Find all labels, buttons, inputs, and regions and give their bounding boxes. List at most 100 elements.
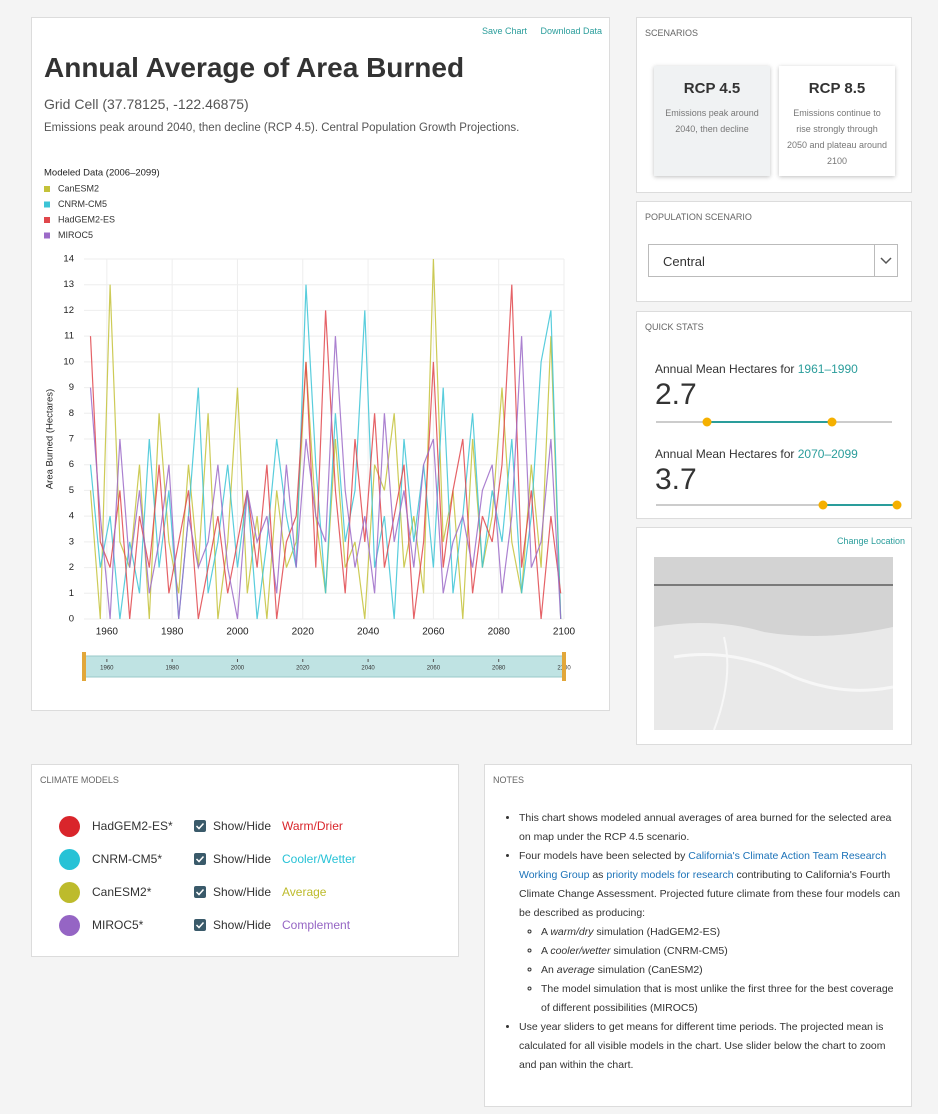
model-row: MIROC5* Show/Hide Complement — [32, 915, 452, 939]
brush-handle[interactable] — [82, 652, 86, 681]
scenarios-panel: SCENARIOS RCP 4.5 Emissions peak around … — [636, 17, 912, 193]
population-select[interactable]: Central — [648, 244, 898, 277]
text: Four models have been selected by — [519, 850, 688, 862]
sub-note: A cooler/wetter simulation (CNRM-CM5) — [541, 942, 901, 961]
y-tick-label: 12 — [63, 305, 74, 316]
scenario-desc: Emissions continue to rise strongly thro… — [785, 105, 889, 169]
year-slider[interactable] — [637, 495, 911, 515]
brush-tick-label: 1960 — [100, 666, 114, 672]
text: as — [589, 869, 606, 881]
series-line — [91, 285, 561, 619]
text: A — [541, 926, 550, 938]
quick-stats-panel: QUICK STATS Annual Mean Hectares for 196… — [636, 311, 912, 519]
x-tick-label: 2000 — [226, 627, 249, 638]
text: simulation (HadGEM2-ES) — [594, 926, 721, 938]
series-line — [91, 285, 561, 619]
page: Save Chart Download Data Annual Average … — [0, 0, 938, 1114]
text: A — [541, 945, 550, 957]
stat-period: 1961–1990 — [798, 362, 858, 376]
model-dot — [59, 816, 80, 837]
toggle-label[interactable]: Show/Hide — [213, 918, 271, 932]
arrow-icon — [875, 245, 897, 276]
population-panel: POPULATION SCENARIO Central — [636, 201, 912, 302]
checkbox[interactable] — [194, 919, 206, 931]
chart: Modeled Data (2006–2099)CanESM2CNRM-CM5H… — [32, 18, 609, 710]
checkbox[interactable] — [194, 820, 206, 832]
x-tick-label: 2040 — [357, 627, 380, 638]
checkbox[interactable] — [194, 853, 206, 865]
brush-tick-label: 2080 — [492, 666, 506, 672]
scenario-card[interactable]: RCP 4.5 Emissions peak around 2040, then… — [654, 66, 770, 176]
toggle-label[interactable]: Show/Hide — [213, 852, 271, 866]
legend-label: CanESM2 — [58, 183, 99, 193]
scenario-card[interactable]: RCP 8.5 Emissions continue to rise stron… — [779, 66, 895, 176]
y-tick-label: 1 — [69, 588, 74, 599]
model-desc: Complement — [282, 918, 350, 932]
stat-period: 2070–2099 — [798, 447, 858, 461]
sub-note: An average simulation (CanESM2) — [541, 961, 901, 980]
scenario-desc: Emissions peak around 2040, then decline — [660, 105, 764, 137]
panel-title: POPULATION SCENARIO — [645, 212, 752, 222]
scenario-name: RCP 4.5 — [654, 80, 770, 97]
legend-swatch — [44, 202, 50, 208]
x-tick-label: 1980 — [161, 627, 184, 638]
brush-tick-label: 2000 — [231, 666, 245, 672]
y-tick-label: 10 — [63, 356, 74, 367]
brush-tick-label: 1980 — [165, 666, 179, 672]
toggle-label[interactable]: Show/Hide — [213, 885, 271, 899]
model-row: CNRM-CM5*Show/HideCooler/Wetter — [32, 849, 452, 873]
series-line — [91, 336, 561, 619]
emphasis: average — [557, 964, 595, 976]
y-tick-label: 14 — [63, 254, 74, 265]
stat-label: Annual Mean Hectares for 1961–1990 — [655, 362, 858, 376]
brush-tick-label: 2040 — [361, 666, 375, 672]
text: An — [541, 964, 557, 976]
y-axis-label: Area Burned (Hectares) — [45, 389, 56, 489]
legend-label: MIROC5 — [58, 230, 93, 240]
panel-title: CLIMATE MODELS — [40, 775, 119, 785]
model-name: MIROC5* — [92, 918, 143, 932]
stat-label: Annual Mean Hectares for 2070–2099 — [655, 447, 858, 461]
chart-panel: Save Chart Download Data Annual Average … — [31, 17, 610, 711]
sub-note: A warm/dry simulation (HadGEM2-ES) — [541, 923, 901, 942]
model-dot — [59, 915, 80, 936]
stat-value: 3.7 — [655, 463, 697, 497]
legend-swatch — [44, 217, 50, 223]
select-value: Central — [663, 254, 705, 269]
map[interactable] — [654, 557, 893, 730]
stat-text: Annual Mean Hectares for — [655, 447, 794, 461]
year-slider[interactable] — [637, 412, 911, 432]
notes-body: This chart shows modeled annual averages… — [501, 809, 901, 1075]
checkbox[interactable] — [194, 886, 206, 898]
change-location[interactable]: Change Location — [837, 536, 905, 546]
x-tick-label: 1960 — [96, 627, 119, 638]
y-tick-label: 4 — [69, 511, 74, 522]
toggle-label[interactable]: Show/Hide — [213, 819, 271, 833]
x-tick-label: 2080 — [488, 627, 511, 638]
y-tick-label: 2 — [69, 562, 74, 573]
brush-tick-label: 2020 — [296, 666, 310, 672]
text: simulation (CanESM2) — [595, 964, 703, 976]
sub-note: The model simulation that is most unlike… — [541, 980, 901, 1018]
model-dot — [59, 849, 80, 870]
link[interactable]: priority models for research — [606, 869, 733, 881]
select-arrow — [874, 245, 897, 276]
emphasis: cooler/wetter — [550, 945, 610, 957]
model-name: CNRM-CM5* — [92, 852, 162, 866]
stat-text: Annual Mean Hectares for — [655, 362, 794, 376]
y-tick-label: 8 — [69, 408, 74, 419]
panel-title: QUICK STATS — [645, 322, 704, 332]
brush-handle[interactable] — [562, 652, 566, 681]
legend-label: HadGEM2-ES — [58, 214, 115, 224]
y-tick-label: 13 — [63, 279, 74, 290]
brush-tick-label: 2060 — [427, 666, 441, 672]
emphasis: warm/dry — [550, 926, 593, 938]
model-desc: Warm/Drier — [282, 819, 343, 833]
stat-value: 2.7 — [655, 378, 697, 412]
model-desc: Average — [282, 885, 326, 899]
model-dot — [59, 882, 80, 903]
legend-swatch — [44, 186, 50, 192]
